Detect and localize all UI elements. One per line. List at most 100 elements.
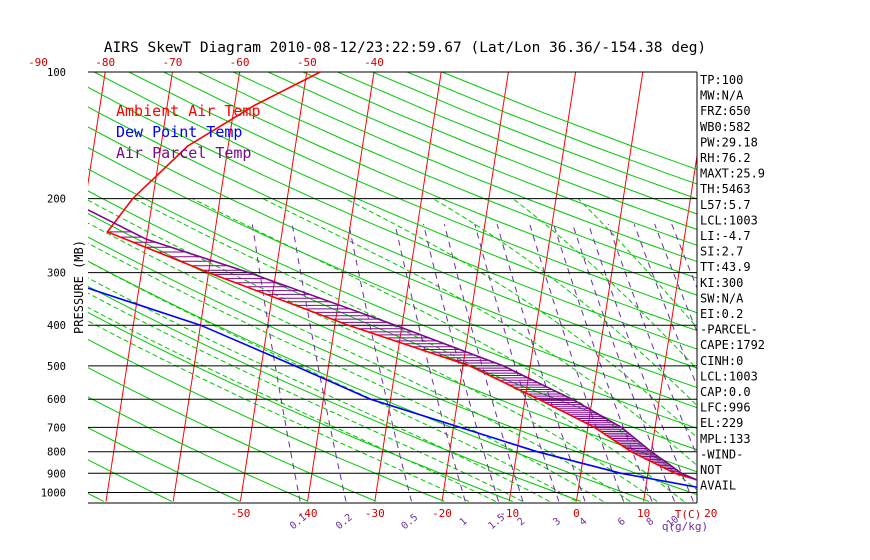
isotherm-line — [845, 72, 870, 501]
mixing-ratio-line — [423, 223, 499, 502]
stability-index-item: LFC:996 — [700, 401, 751, 415]
bottom-temperature-tick-label: -40 — [298, 507, 318, 520]
dry-adiabat-line — [88, 168, 697, 429]
isotherm-line — [508, 72, 577, 502]
mixing-ratio-tick-label: 3 — [551, 516, 563, 528]
mixing-ratio-tick-label: 0.2 — [334, 512, 355, 532]
stability-index-item: LI:-4.7 — [700, 229, 751, 243]
isotherm-line — [643, 152, 697, 502]
dry-adiabat-line — [163, 72, 697, 296]
air-parcel-temp-point — [394, 324, 397, 327]
dew-point-temp-line — [88, 287, 697, 489]
stability-index-item: SW:N/A — [700, 291, 744, 305]
mixing-ratio-line — [496, 223, 586, 502]
ambient-air-temp-point — [131, 197, 134, 200]
dew-point-temp-point — [620, 472, 622, 475]
stability-index-item: TP:100 — [700, 73, 743, 87]
stability-index-item: CINH:0 — [700, 354, 743, 368]
pressure-tick-label: 400 — [47, 320, 66, 332]
dew-point-temp-point — [40, 272, 42, 274]
ambient-air-temp-point — [207, 271, 210, 274]
isotherm-line — [307, 72, 375, 502]
mixing-ratio-line — [291, 224, 347, 502]
ambient-air-temp-point — [253, 104, 256, 107]
dry-adiabat-line — [88, 260, 650, 502]
mixing-ratio-line — [443, 223, 524, 502]
ambient-air-temp-point — [674, 472, 676, 475]
stability-index-item: TH:5463 — [700, 182, 751, 196]
ambient-air-temp-point — [593, 426, 596, 429]
stability-index-item: CAP:0.0 — [700, 385, 751, 399]
ambient-air-temp-point — [319, 72, 321, 73]
stability-index-item: NOT — [700, 463, 722, 477]
dry-adiabat-line — [88, 236, 697, 496]
dry-adiabat-line — [88, 427, 241, 502]
dry-adiabat-line — [88, 86, 697, 350]
top-temperature-tick-label: -60 — [230, 56, 250, 69]
isotherm-line — [374, 72, 442, 502]
mixing-ratio-tick-label: 1 — [458, 516, 470, 528]
mixing-ratio-line — [394, 223, 466, 502]
top-temperature-tick-label: -70 — [162, 56, 182, 69]
dry-adiabat-line — [88, 459, 173, 502]
isotherm-line — [172, 72, 241, 502]
dew-point-temp-point — [459, 426, 462, 429]
air-parcel-temp-point — [620, 426, 623, 429]
stability-index-item: -WIND- — [700, 447, 743, 461]
mixing-ratio-unit-label: q(g/kg) — [662, 520, 708, 533]
legend-entry: Ambient Air Temp — [116, 102, 261, 120]
dry-adiabat-line — [88, 126, 697, 389]
top-temperature-tick-label: -90 — [28, 56, 48, 69]
stability-index-item: LCL:1003 — [700, 213, 758, 227]
air-parcel-temp-point — [248, 271, 250, 274]
pressure-tick-label: 300 — [47, 268, 66, 280]
top-temperature-tick-label: -80 — [95, 56, 115, 69]
mixing-ratio-tick-label: 4 — [578, 516, 590, 528]
stability-index-item: PW:29.18 — [700, 135, 758, 149]
x-axis-unit-label: T(C) — [675, 508, 702, 521]
stability-index-item: MPL:133 — [700, 432, 751, 446]
dry-adiabat-line — [88, 311, 513, 502]
pressure-tick-label: 700 — [47, 422, 66, 434]
mixing-ratio-line — [348, 224, 412, 502]
dew-point-temp-point — [199, 324, 202, 327]
dry-adiabat-line — [337, 72, 697, 215]
stability-index-item: TT:43.9 — [700, 260, 751, 274]
ambient-air-temp-point — [468, 365, 471, 367]
stability-index-item: EI:0.2 — [700, 307, 743, 321]
mixing-ratio-line — [553, 223, 653, 502]
dew-point-temp-point — [294, 365, 296, 367]
isotherm-line — [0, 72, 38, 501]
pressure-tick-label: 200 — [47, 194, 66, 206]
dry-adiabat-line — [88, 338, 445, 502]
mixing-ratio-line — [529, 223, 625, 502]
moist-adiabat-line — [88, 222, 631, 502]
mixing-ratio-line — [251, 224, 301, 502]
bottom-temperature-tick-label: -30 — [365, 507, 385, 520]
isotherm-line — [778, 72, 844, 501]
mixing-ratio-line — [654, 223, 697, 333]
air-parcel-temp-point — [680, 472, 683, 475]
pressure-tick-label: 1000 — [41, 488, 66, 500]
ambient-air-temp-point — [537, 398, 540, 401]
isotherm-line — [575, 72, 644, 502]
stability-index-item: AVAIL — [700, 479, 736, 493]
stability-index-item: CAPE:1792 — [700, 338, 765, 352]
moist-adiabat-line — [88, 306, 497, 502]
pressure-tick-label: 100 — [47, 67, 66, 79]
mixing-ratio-line — [572, 223, 676, 502]
air-parcel-temp-point — [502, 365, 505, 367]
pressure-tick-label: 900 — [47, 468, 66, 480]
chart-title: AIRS SkewT Diagram 2010-08-12/23:22:59.6… — [104, 40, 706, 56]
dry-adiabat-line — [88, 367, 377, 502]
moist-adiabat-line — [88, 292, 523, 502]
dry-adiabat-line — [441, 72, 697, 171]
mixing-ratio-line — [474, 223, 560, 502]
mixing-ratio-tick-label: 6 — [616, 516, 628, 528]
moist-adiabat-line — [133, 198, 685, 502]
stability-index-item: FRZ:650 — [700, 104, 751, 118]
dry-adiabat-line — [0, 72, 36, 501]
moist-adiabat-line — [88, 277, 550, 502]
bottom-temperature-tick-label: 20 — [704, 507, 717, 520]
